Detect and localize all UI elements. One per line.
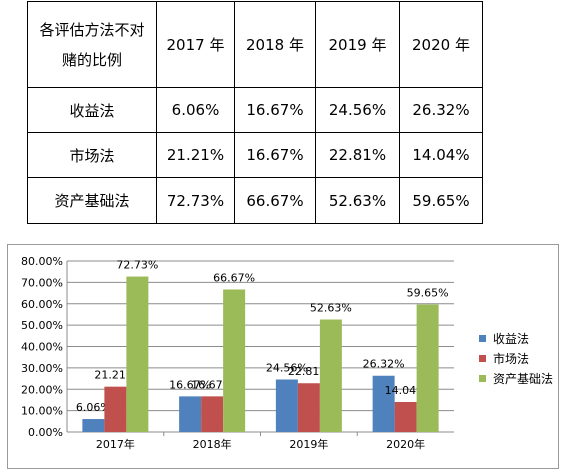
data-label: 14.04% bbox=[385, 384, 427, 397]
row-label: 收益法 bbox=[27, 87, 157, 133]
data-label: 66.67% bbox=[213, 271, 255, 284]
corner-header-line2: 赌的比例 bbox=[61, 50, 122, 69]
table-cell: 26.32% bbox=[399, 87, 483, 133]
table-row: 资产基础法 72.73% 66.67% 52.63% 59.65% bbox=[27, 177, 483, 224]
table-cell: 16.67% bbox=[234, 132, 316, 178]
bar bbox=[104, 386, 127, 432]
y-tick-label: 20.00% bbox=[21, 383, 63, 396]
bar bbox=[275, 379, 298, 432]
chart-legend: 收益法 市场法 资产基础法 bbox=[479, 328, 559, 388]
table-cell: 66.67% bbox=[234, 177, 316, 224]
table-cell: 21.21% bbox=[156, 132, 235, 178]
year-header: 2017 年 bbox=[156, 1, 235, 88]
y-tick-label: 0.00% bbox=[28, 426, 63, 439]
x-tick-label: 2020年 bbox=[386, 437, 425, 451]
table-cell: 72.73% bbox=[156, 177, 235, 224]
legend-swatch bbox=[479, 374, 486, 382]
bar bbox=[82, 419, 105, 432]
data-label: 72.73% bbox=[116, 259, 158, 272]
table-cell: 16.67% bbox=[234, 87, 316, 133]
table-cell: 6.06% bbox=[156, 87, 235, 133]
data-label: 6.06% bbox=[76, 401, 111, 414]
data-label: 21.21% bbox=[94, 369, 136, 382]
legend-label: 资产基础法 bbox=[493, 371, 554, 386]
x-tick-label: 2017年 bbox=[96, 437, 135, 451]
y-tick-label: 70.00% bbox=[21, 276, 63, 289]
table-cell: 52.63% bbox=[315, 177, 400, 224]
data-label: 52.63% bbox=[310, 302, 352, 315]
x-tick-label: 2019年 bbox=[289, 437, 328, 451]
bar bbox=[126, 276, 149, 432]
table-cell: 14.04% bbox=[399, 132, 483, 178]
bar bbox=[179, 396, 202, 432]
corner-header: 各评估方法不对 赌的比例 bbox=[27, 1, 157, 88]
table-cell: 22.81% bbox=[315, 132, 400, 178]
legend-label: 收益法 bbox=[493, 331, 530, 346]
legend-item: 资产基础法 bbox=[479, 368, 559, 388]
bar bbox=[416, 304, 439, 432]
x-tick-label: 2018年 bbox=[193, 437, 232, 451]
corner-header-line1: 各评估方法不对 bbox=[39, 20, 145, 39]
legend-swatch bbox=[479, 334, 486, 342]
chart-plot: 0.00% 10.00% 20.00% 30.00% 40.00% 50.00% 60.00… bbox=[21, 255, 454, 451]
y-tick-label: 80.00% bbox=[21, 255, 63, 268]
bar bbox=[297, 383, 320, 432]
year-header: 2019 年 bbox=[315, 1, 400, 88]
table-row: 收益法 6.06% 16.67% 24.56% 26.32% bbox=[27, 87, 483, 133]
legend-label: 市场法 bbox=[493, 351, 530, 366]
data-label: 26.32% bbox=[363, 358, 405, 371]
bar bbox=[201, 396, 224, 432]
row-label: 资产基础法 bbox=[27, 177, 157, 224]
data-label: 22.81% bbox=[288, 365, 330, 378]
legend-item: 市场法 bbox=[479, 348, 559, 368]
bar bbox=[223, 289, 246, 432]
table-row: 市场法 21.21% 16.67% 22.81% 14.04% bbox=[27, 132, 483, 178]
row-label: 市场法 bbox=[27, 132, 157, 178]
y-tick-label: 60.00% bbox=[21, 298, 63, 311]
bar bbox=[394, 401, 417, 432]
data-label: 16.67% bbox=[191, 378, 233, 391]
y-tick-label: 50.00% bbox=[21, 319, 63, 332]
data-table: 各评估方法不对 赌的比例 2017 年 2018 年 2019 年 2020 年… bbox=[27, 1, 483, 224]
y-tick-label: 10.00% bbox=[21, 405, 63, 418]
y-tick-label: 30.00% bbox=[21, 362, 63, 375]
y-tick-label: 40.00% bbox=[21, 341, 63, 354]
year-header: 2020 年 bbox=[399, 1, 483, 88]
year-header: 2018 年 bbox=[234, 1, 316, 88]
table-cell: 24.56% bbox=[315, 87, 400, 133]
data-label: 59.65% bbox=[407, 286, 449, 299]
bar-chart: 0.00% 10.00% 20.00% 30.00% 40.00% 50.00% 60.00… bbox=[7, 244, 559, 469]
bar bbox=[319, 319, 342, 432]
legend-item: 收益法 bbox=[479, 328, 559, 348]
legend-swatch bbox=[479, 354, 486, 362]
data-label: 16.67% bbox=[169, 378, 211, 391]
bar bbox=[372, 375, 395, 432]
table-cell: 59.65% bbox=[399, 177, 483, 224]
data-label: 24.56% bbox=[266, 362, 308, 375]
